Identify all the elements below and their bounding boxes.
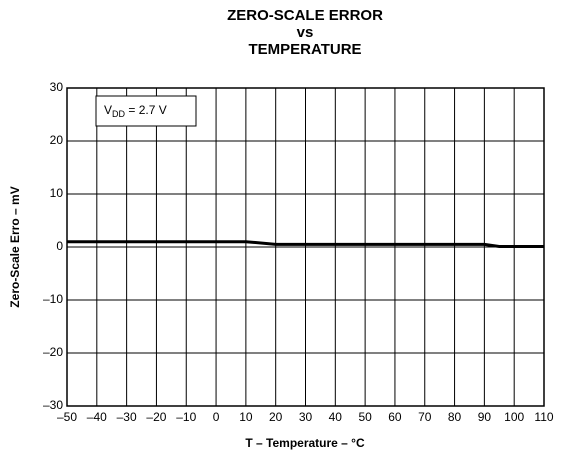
annotation: VDD = 2.7 V <box>104 103 167 119</box>
x-tick-label: 30 <box>299 410 313 424</box>
x-tick-label: 110 <box>534 410 553 424</box>
x-tick-label: –40 <box>87 410 107 424</box>
y-axis-label: Zero-Scale Erro – mV <box>8 186 22 307</box>
chart-title: vs <box>297 24 314 41</box>
x-axis-label: T – Temperature – °C <box>245 436 365 450</box>
annotation-sub: DD <box>112 109 125 119</box>
x-tick-label: 90 <box>478 410 492 424</box>
x-tick-label: 100 <box>504 410 524 424</box>
x-tick-label: 40 <box>329 410 343 424</box>
x-tick-label: 60 <box>388 410 402 424</box>
x-tick-label: –30 <box>117 410 137 424</box>
x-tick-label: –10 <box>176 410 196 424</box>
y-tick-label: –10 <box>43 292 63 306</box>
x-tick-label: 10 <box>239 410 253 424</box>
annotation-box <box>95 95 197 127</box>
x-tick-label: –20 <box>146 410 166 424</box>
annotation-main: V <box>104 103 112 117</box>
y-tick-label: 0 <box>56 239 63 253</box>
y-tick-label: –20 <box>43 345 63 359</box>
annotation-rest: = 2.7 V <box>125 103 167 117</box>
x-tick-label: 70 <box>418 410 432 424</box>
data-line <box>67 240 544 248</box>
chart-title: TEMPERATURE <box>248 41 361 58</box>
y-tick-label: 20 <box>50 133 64 147</box>
x-tick-label: –50 <box>57 410 77 424</box>
x-tick-label: 50 <box>358 410 372 424</box>
y-tick-label: 10 <box>50 186 64 200</box>
x-tick-label: 20 <box>269 410 283 424</box>
y-tick-label: –30 <box>43 398 63 412</box>
x-tick-label: 0 <box>213 410 220 424</box>
x-tick-label: 80 <box>448 410 462 424</box>
y-tick-label: 30 <box>50 80 64 94</box>
chart-title: ZERO-SCALE ERROR <box>227 7 383 24</box>
